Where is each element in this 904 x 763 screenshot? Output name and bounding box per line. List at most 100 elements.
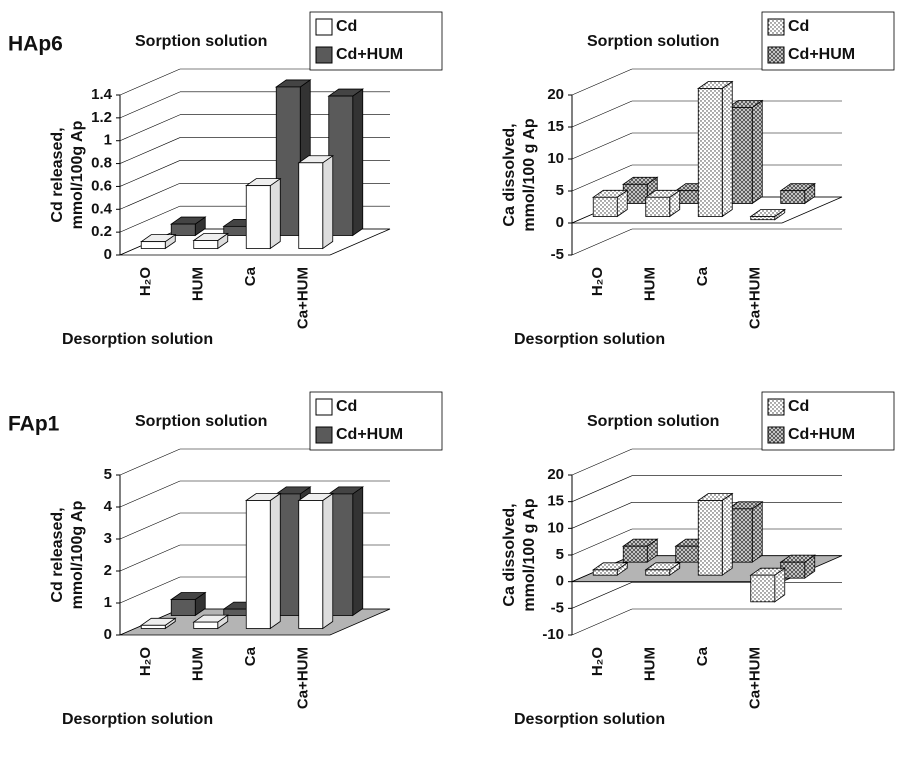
x-tick-label: H₂O: [589, 267, 606, 296]
legend-swatch: [315, 46, 333, 64]
bar: [726, 99, 764, 205]
bar-side: [721, 492, 733, 576]
y-axis-label: mmol/100 g Ap: [521, 498, 538, 611]
grid-line: [119, 480, 181, 508]
bar: [644, 562, 682, 576]
legend-swatch: [767, 46, 785, 64]
bar-side: [721, 80, 733, 218]
grid-line: [119, 183, 181, 210]
panel: 0 0.2 0.4 0.6 0.8 1 1.2 1.4 H₂O HUM Ca Ca+HUM Cd rel…: [8, 11, 443, 348]
x-tick-label: Ca+HUM: [295, 647, 312, 709]
x-tick-label: HUM: [190, 647, 207, 681]
y-axis-label: mmol/100g Ap: [69, 500, 86, 609]
bar-side: [269, 177, 281, 250]
grid-line: [571, 608, 633, 636]
legend-title: Sorption solution: [587, 413, 719, 430]
y-tick-label: 0: [104, 246, 112, 263]
y-tick-label: 1.4: [91, 86, 113, 103]
bar: [644, 189, 682, 218]
bar-front: [645, 196, 671, 217]
legend-label: Cd+HUM: [788, 426, 855, 443]
legend-title: Sorption solution: [587, 33, 719, 50]
y-tick-label: 0: [556, 573, 564, 590]
x-tick-label: Ca: [242, 266, 259, 286]
panel: -5 0 5 10 15 20 H₂O HUM Ca Ca+HUM Ca dissolved, mmo…: [501, 11, 895, 348]
y-tick-label: -10: [542, 626, 564, 643]
panel-label: FAp1: [8, 413, 60, 436]
y-tick-label: 0.8: [91, 155, 112, 172]
bar-side: [751, 501, 763, 563]
legend-swatch: [315, 398, 333, 416]
bar: [192, 232, 230, 250]
bar-front: [645, 569, 671, 576]
bar: [139, 617, 177, 630]
grid-line: [119, 137, 181, 164]
bar: [274, 79, 312, 237]
grid-line: [119, 68, 181, 96]
grid-line: [571, 475, 633, 502]
bar-front: [592, 196, 618, 217]
legend-label: Cd+HUM: [788, 46, 855, 63]
bar-front: [750, 216, 776, 221]
y-tick-label: 20: [547, 86, 564, 103]
y-tick-label: 1: [104, 594, 112, 611]
legend-swatch: [767, 398, 785, 416]
grid-line: [119, 576, 181, 604]
bar-front: [298, 500, 324, 629]
y-tick-label: 0.6: [91, 177, 112, 194]
bar: [696, 80, 734, 218]
x-axis-label: Desorption solution: [514, 711, 665, 728]
bar: [297, 155, 335, 250]
y-tick-label: 5: [104, 466, 112, 483]
bar: [244, 492, 282, 630]
bar: [749, 208, 787, 221]
x-axis-label: Desorption solution: [62, 331, 213, 348]
bar-side: [322, 155, 334, 250]
y-tick-label: 4: [104, 498, 113, 515]
legend-swatch: [315, 18, 333, 36]
x-tick-label: H₂O: [137, 647, 154, 676]
bar: [192, 614, 230, 630]
bar: [726, 501, 764, 563]
x-tick-label: H₂O: [589, 647, 606, 676]
bar-side: [352, 88, 364, 237]
bar-front: [193, 240, 219, 249]
bar-front: [223, 608, 249, 616]
legend-label: Cd+HUM: [336, 46, 403, 63]
y-tick-label: 10: [547, 150, 564, 167]
bar: [749, 567, 787, 603]
x-tick-label: Ca+HUM: [747, 647, 764, 709]
grid-line: [119, 160, 181, 187]
y-tick-label: 3: [104, 530, 112, 547]
bar: [327, 486, 365, 617]
bar: [591, 562, 629, 576]
y-tick-label: 1: [104, 132, 112, 149]
bar-front: [140, 624, 166, 629]
x-tick-label: Ca: [242, 646, 259, 666]
legend-swatch: [315, 426, 333, 444]
bar-side: [269, 492, 281, 630]
bar-front: [298, 162, 324, 249]
bar-front: [697, 88, 723, 217]
y-tick-label: 20: [547, 466, 564, 483]
y-axis-label: mmol/100g Ap: [69, 120, 86, 229]
grid-line: [119, 512, 181, 540]
grid-line: [119, 91, 181, 119]
grid-line: [571, 164, 633, 192]
x-tick-label: Ca: [694, 646, 711, 666]
grid-line: [571, 582, 633, 609]
bar: [779, 182, 817, 205]
y-tick-label: 0: [104, 626, 112, 643]
x-tick-label: Ca: [694, 266, 711, 286]
legend-title: Sorption solution: [135, 413, 267, 430]
grid-line: [571, 228, 633, 256]
bar-front: [170, 223, 196, 236]
y-tick-label: 0: [556, 214, 564, 231]
y-axis-label: mmol/100 g Ap: [521, 118, 538, 231]
bar: [297, 492, 335, 630]
x-tick-label: Ca+HUM: [295, 267, 312, 329]
bar-front: [697, 500, 723, 576]
bar: [169, 591, 207, 617]
